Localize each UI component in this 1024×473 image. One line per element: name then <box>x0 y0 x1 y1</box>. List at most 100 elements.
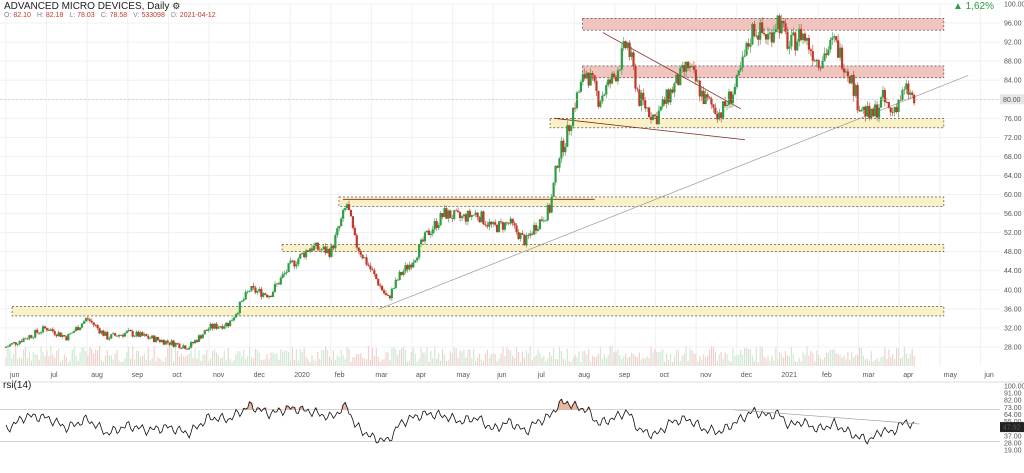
volume-bar <box>274 353 276 366</box>
candle-body <box>449 210 452 219</box>
candle-body <box>191 342 195 344</box>
candle-body <box>685 61 688 72</box>
candle-body <box>172 340 175 347</box>
volume-bar <box>718 354 720 366</box>
volume-bar <box>858 347 861 366</box>
volume-bar <box>833 348 835 366</box>
candle-body <box>295 264 298 267</box>
price-tick-label: 48.00 <box>1004 249 1022 256</box>
volume-bar <box>147 347 149 366</box>
volume-bar <box>554 359 557 366</box>
volume-bar <box>213 349 216 366</box>
volume-bar <box>362 357 364 366</box>
volume-bar <box>135 350 138 366</box>
volume-bar <box>79 352 81 366</box>
candle-body <box>139 332 142 337</box>
volume-bar <box>451 353 453 366</box>
volume-bar <box>463 349 465 366</box>
volume-bar <box>712 346 715 366</box>
volume-bar <box>422 352 424 366</box>
candle-body <box>696 80 699 82</box>
candle-body <box>507 222 510 224</box>
candle-body <box>829 39 832 50</box>
price-tick-label: 100.00 <box>1004 2 1024 9</box>
candle-body <box>807 38 811 50</box>
candle-body <box>800 28 803 40</box>
volume-bar <box>98 346 101 366</box>
candle-body <box>213 323 216 329</box>
volume-bar <box>126 351 128 366</box>
candle-body <box>653 114 657 116</box>
volume-bar <box>759 346 761 366</box>
volume-bar <box>510 350 512 366</box>
volume-bar <box>907 358 909 366</box>
volume-bar <box>414 353 416 366</box>
candle-body <box>659 106 662 111</box>
candle-body <box>343 208 347 210</box>
volume-bar <box>502 347 504 366</box>
ohlc-label: D: <box>170 12 180 19</box>
candle-body <box>38 332 41 334</box>
candle-body <box>373 270 376 275</box>
candle-body <box>184 345 187 349</box>
volume-bar <box>911 348 913 366</box>
candle-body <box>414 260 417 263</box>
settings-icon[interactable]: ⚙ <box>172 1 181 11</box>
volume-bar <box>61 359 64 366</box>
candle-body <box>435 221 438 228</box>
candle-body <box>710 98 713 105</box>
volume-bar <box>837 354 839 366</box>
candle-body <box>73 330 76 333</box>
candle-body <box>782 20 785 24</box>
candle-body <box>190 342 193 348</box>
candle-body <box>751 23 754 45</box>
candle-body <box>499 221 503 223</box>
volume-bar <box>553 347 555 366</box>
candle-body <box>876 104 879 118</box>
volume-bar <box>426 347 428 366</box>
candle-body <box>170 340 173 345</box>
candle-body <box>219 326 222 327</box>
volume-bar <box>157 357 159 366</box>
volume-bar <box>112 359 114 366</box>
x-tick-label: nov <box>700 372 712 379</box>
candle-body <box>909 92 912 95</box>
volume-bar <box>416 361 418 366</box>
volume-bar <box>75 356 77 366</box>
volume-bar <box>605 358 607 366</box>
candle-body <box>151 335 154 339</box>
candle-body <box>854 85 857 96</box>
volume-bar <box>771 356 773 366</box>
volume-bar <box>32 351 34 366</box>
candle-body <box>612 73 616 78</box>
volume-bar <box>894 358 896 366</box>
volume-bar <box>638 352 640 366</box>
candle-body <box>803 33 807 41</box>
candle-body <box>386 295 390 296</box>
candle-body <box>24 338 27 340</box>
candle-body <box>706 94 709 98</box>
ohlc-label: V: <box>133 12 142 19</box>
candle-body <box>716 113 719 120</box>
x-tick-label: mar <box>863 372 876 379</box>
volume-bar <box>642 357 644 366</box>
candle-body <box>154 337 158 343</box>
volume-bar <box>145 359 147 366</box>
price-tick-label: 84.00 <box>1004 78 1022 85</box>
candle-body <box>84 318 88 322</box>
volume-bar <box>609 346 611 366</box>
volume-bar <box>254 348 257 366</box>
x-tick-label: mar <box>375 372 388 379</box>
volume-bar <box>360 353 362 366</box>
volume-bar <box>182 356 184 366</box>
volume-bar <box>389 360 391 366</box>
candle-body <box>160 340 164 343</box>
candle-body <box>786 31 789 49</box>
candle-body <box>536 229 540 231</box>
volume-bar <box>65 357 68 366</box>
candle-body <box>242 299 245 301</box>
candle-body <box>505 222 508 224</box>
volume-bar <box>798 358 800 366</box>
candle-body <box>610 73 614 84</box>
